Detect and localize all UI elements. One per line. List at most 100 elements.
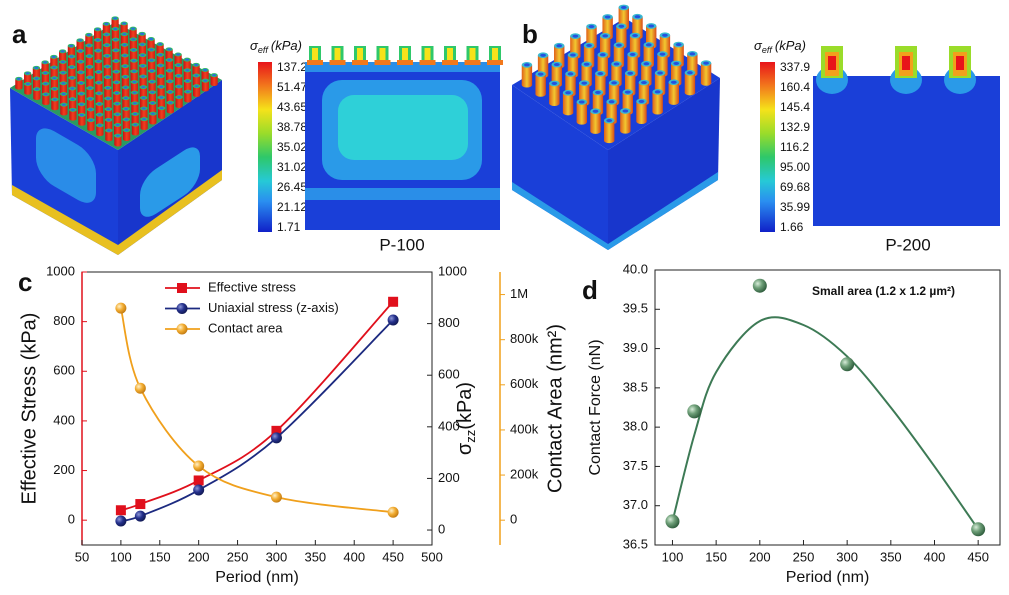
pillar-cap-inner [97,113,102,116]
pillar-body [166,70,174,80]
pillar-cap-inner [167,58,172,62]
pillar-body [94,29,102,39]
pillar-body [551,64,562,85]
pillar-cap-inner [662,33,668,37]
pillar-body [113,103,121,113]
colorbar-label: 35.99 [780,200,810,214]
pillar-cap-inner [78,60,83,63]
pillar-body [68,88,76,98]
pillar-body [687,53,698,74]
pillar-body-base [33,96,41,100]
pillar-cap-inner [140,43,145,46]
pillar-body [673,44,684,65]
pillar-cap-inner [97,102,102,106]
x-tick-label: 500 [421,549,443,564]
pillar-cap-inner [611,81,617,85]
pillar-body [50,78,58,88]
pillar-cap-inner [648,24,655,28]
cube-face [608,78,720,250]
pillar-body [579,83,590,104]
pillar-body [613,45,625,66]
pillar-body [33,78,41,88]
pillar-body [600,35,611,56]
pillar-cap-inner [150,112,155,115]
pillar-body [671,63,682,84]
pillar-body [76,40,84,50]
y2-tick-label: 600 [438,367,460,382]
pillar-section-hot [902,56,910,70]
x-tick-label: 150 [149,549,171,564]
x-tick-label: 100 [110,549,132,564]
subscript: eff [258,45,270,55]
pillar-cap-inner [194,63,199,66]
pillar-cap-inner [79,81,84,85]
pillar-body [59,72,67,82]
pillar-body [156,44,164,54]
pillar-body [165,60,173,69]
pillar-body [122,108,130,118]
pillar-body [95,93,103,103]
y2-tick-label: 800 [438,315,460,330]
pillar-cap-inner [122,54,127,57]
pillar-body [166,102,174,112]
pillar-body [68,77,76,87]
point [752,278,767,293]
pillar-cap-inner [96,60,101,63]
pillar-cap-inner [115,134,120,137]
point [840,357,855,372]
pillar-cap-inner [616,43,622,47]
pillar-body [157,76,165,86]
pillar-cap-inner [627,71,634,75]
pillar-body [122,119,130,129]
x-tick-label: 400 [343,549,365,564]
pillar-cap-inner [194,85,199,88]
marker [115,302,127,314]
pillar-body [85,34,93,44]
stress-region [305,188,500,200]
pillar-body [122,98,130,108]
y-tick-label: 36.5 [623,536,648,551]
pillar-cap-inner [556,44,563,48]
pillar-body [537,55,549,76]
pillar-body [166,92,174,101]
pillar-cap-inner [113,17,118,20]
pillar-section-edge [464,60,481,65]
pillar-cap-inner [123,65,128,68]
pillar-body [95,82,103,92]
pillar-body [616,26,627,47]
pillar-cap-inner [132,80,137,84]
caption: P-200 [885,235,930,254]
pillar-cap-inner [599,53,606,57]
pillar-body [86,88,94,98]
charts: c 50 100 150 200 250 300 350 400 450 500 0 200 400 600… [18,261,1001,586]
pillar-cap-inner [114,81,119,84]
pillar-cap-inner [613,62,620,66]
pillar-body [183,70,191,80]
pillar-cap-inner [524,63,530,67]
pillar-cap-inner [567,72,574,76]
pillar-body [138,33,146,43]
pillar-body [103,55,111,65]
pillar-body [184,91,192,101]
y-tick-label: 37.0 [623,497,648,512]
pillar-section-core [312,48,318,62]
cross-section [813,76,1000,226]
pillar-body [140,97,148,107]
y3-tick-label: 200k [510,466,539,481]
pillar-body [643,44,654,65]
pillar-body [41,62,49,72]
pillar-cap-inner [687,71,693,75]
stress-region [338,95,468,160]
colorbar-label: 69.68 [780,180,810,194]
colorbar [760,62,775,232]
pillar-body [641,63,652,84]
pillar-body-base [668,99,679,105]
pillar-body [111,18,119,28]
pillar-cap-inner [657,71,663,75]
pillar-body [105,119,113,129]
pillar-cap-inner [176,64,181,67]
pillar-body [111,29,119,38]
pillar-body [76,51,84,60]
marker [193,475,204,486]
pillar-body [157,97,165,107]
